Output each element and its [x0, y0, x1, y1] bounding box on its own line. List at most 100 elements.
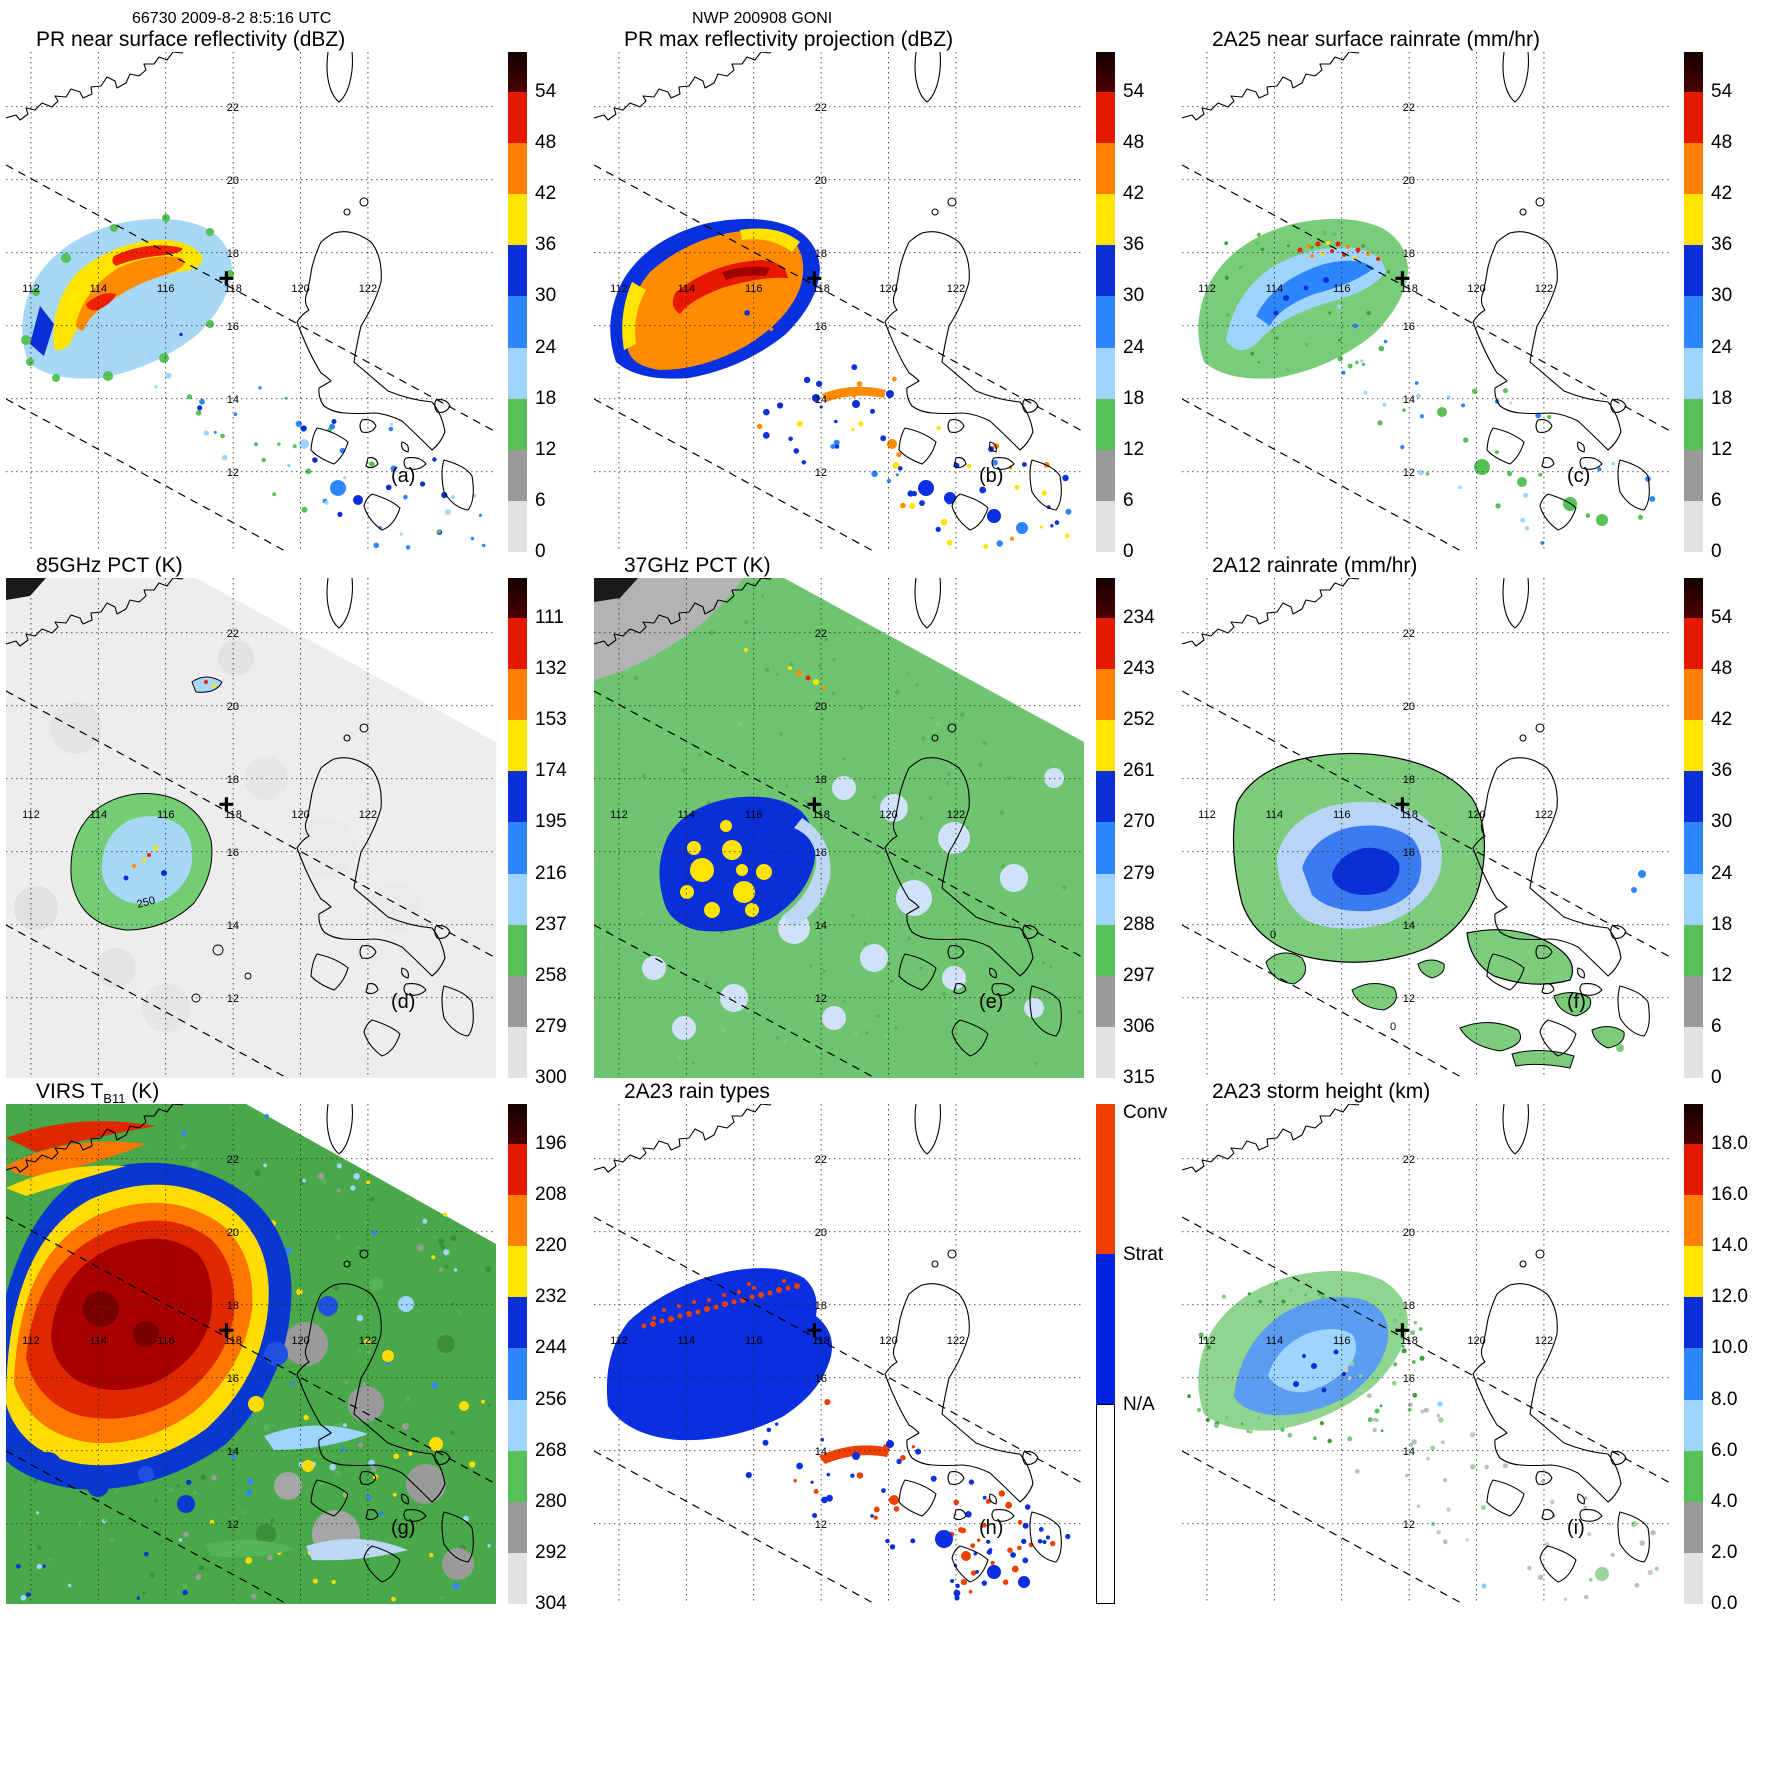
- colorbar-tick: 24: [1711, 336, 1733, 358]
- colorbar-tick: 6.0: [1711, 1439, 1738, 1461]
- colorbar-tick: 42: [1123, 183, 1145, 205]
- swath-data: [1187, 1270, 1659, 1601]
- center-marker: [219, 271, 234, 286]
- gridlines: [6, 1104, 496, 1604]
- coastline: [6, 578, 474, 1057]
- svg-text:16: 16: [1403, 847, 1415, 859]
- coastline: [1182, 52, 1650, 531]
- svg-text:116: 116: [157, 1335, 175, 1347]
- svg-text:116: 116: [157, 809, 175, 821]
- svg-text:112: 112: [1198, 809, 1216, 821]
- colorbar-tick: 0: [1711, 1067, 1722, 1088]
- svg-text:16: 16: [1403, 321, 1415, 333]
- map-g: 112 114 116 118 120 122 22 20 18 16 14 12 (g): [6, 1104, 496, 1604]
- colorbar-c: 54 48 42 36 30 24 18 12 6 0: [1684, 52, 1770, 562]
- colorbar-tick: 4.0: [1711, 1490, 1738, 1512]
- center-marker: [219, 1323, 234, 1338]
- center-marker: [219, 797, 234, 812]
- colorbar-gradient: [1684, 1104, 1703, 1604]
- colorbar-gradient: [1096, 578, 1115, 1078]
- svg-text:18: 18: [815, 1300, 827, 1312]
- svg-text:14: 14: [1403, 920, 1415, 932]
- map-h: 112 114 116 118 120 122 22 20 18 16 14 12 (h): [594, 1104, 1084, 1604]
- center-marker: [807, 797, 822, 812]
- svg-text:120: 120: [879, 809, 897, 821]
- gridlines: [1182, 52, 1672, 552]
- panel-letter: (d): [391, 991, 415, 1013]
- svg-text:12: 12: [1403, 993, 1415, 1005]
- colorbar-tick: 6: [1123, 489, 1134, 511]
- coastline: [6, 1104, 474, 1583]
- storm-name-label: NWP 200908 GONI: [692, 10, 833, 27]
- panel-title-c: 2A25 near surface rainrate (mm/hr): [1212, 28, 1540, 51]
- colorbar-tick: 300: [535, 1067, 567, 1088]
- panel-d: 85GHz PCT (K) 112 114 116 118 120 122 22 20 18 16 1…: [6, 552, 594, 1088]
- colorbar-tick: 2.0: [1711, 1541, 1738, 1563]
- colorbar-tick: 24: [1123, 336, 1145, 358]
- svg-text:112: 112: [22, 809, 40, 821]
- grid-labels: 112 114 116 118 120 122 22 20 18 16 14 12: [610, 628, 965, 1005]
- svg-text:122: 122: [1535, 283, 1553, 295]
- colorbar-tick: 174: [535, 760, 567, 782]
- svg-text:114: 114: [90, 1335, 108, 1347]
- svg-text:116: 116: [157, 283, 175, 295]
- colorbar-tick: 48: [1711, 132, 1733, 154]
- colorbar-tick: 208: [535, 1184, 567, 1206]
- svg-text:20: 20: [815, 175, 827, 187]
- panel-letter: (e): [979, 991, 1003, 1013]
- svg-text:116: 116: [745, 809, 763, 821]
- colorbar-tick: 12: [1711, 964, 1733, 986]
- map-b: 112 114 116 118 120 122 22 20 18 16 14 12 (b): [594, 52, 1084, 552]
- svg-text:18: 18: [815, 774, 827, 786]
- svg-text:122: 122: [947, 283, 965, 295]
- contour-label: 250: [136, 895, 157, 911]
- colorbar-tick: 48: [535, 132, 557, 154]
- panel-title-h: 2A23 rain types: [624, 1080, 770, 1103]
- svg-text:118: 118: [812, 1335, 830, 1347]
- gridlines: [594, 578, 1084, 1078]
- colorbar-tick: 297: [1123, 964, 1155, 986]
- colorbar-tick: 42: [1711, 183, 1733, 205]
- colorbar-tick: 10.0: [1711, 1337, 1748, 1359]
- map-i: 112 114 116 118 120 122 22 20 18 16 14 12 (i): [1182, 1104, 1672, 1604]
- svg-text:22: 22: [815, 628, 827, 640]
- colorbar-category-label: Strat: [1123, 1244, 1164, 1265]
- colorbar-tick: 234: [1123, 607, 1155, 628]
- colorbar-tick: 304: [535, 1593, 567, 1614]
- colorbar-tick: 18: [1123, 387, 1145, 409]
- panel-title-i: 2A23 storm height (km): [1212, 1080, 1431, 1103]
- svg-text:114: 114: [1266, 1335, 1284, 1347]
- svg-text:20: 20: [1403, 701, 1415, 713]
- colorbar-tick: 54: [535, 81, 557, 102]
- svg-text:116: 116: [1333, 1335, 1351, 1347]
- grid-labels: 112 114 116 118 120 122 22 20 18 16 14 12: [22, 628, 377, 1005]
- colorbar-tick: 54: [1123, 81, 1145, 102]
- colorbar-tick: 216: [535, 862, 567, 884]
- colorbar-tick: 280: [535, 1490, 567, 1512]
- svg-text:122: 122: [947, 809, 965, 821]
- swath-boundary: [594, 164, 1084, 552]
- svg-text:118: 118: [812, 283, 830, 295]
- svg-text:14: 14: [815, 394, 827, 406]
- swath-data: [610, 218, 1072, 550]
- colorbar-tick: 270: [1123, 811, 1155, 833]
- panel-title-f: 2A12 rainrate (mm/hr): [1212, 554, 1418, 577]
- svg-text:112: 112: [610, 283, 628, 295]
- swath-boundary: [1182, 164, 1672, 552]
- svg-text:12: 12: [227, 993, 239, 1005]
- svg-text:16: 16: [227, 847, 239, 859]
- svg-text:18: 18: [1403, 774, 1415, 786]
- swath-data: [6, 578, 496, 1078]
- grid-labels: 112 114 116 118 120 122 22 20 18 16 14 12: [1198, 102, 1553, 479]
- svg-text:122: 122: [359, 809, 377, 821]
- svg-text:12: 12: [1403, 1519, 1415, 1531]
- svg-text:122: 122: [359, 1335, 377, 1347]
- colorbar-tick: 261: [1123, 760, 1155, 782]
- colorbar-tick: 18: [1711, 913, 1733, 935]
- map-d: 112 114 116 118 120 122 22 20 18 16 14 12 250 (d): [6, 578, 496, 1078]
- panel-a: PR near surface reflectivity (dBZ) 112 114…: [6, 26, 594, 562]
- contour-label: 0: [1390, 1021, 1396, 1033]
- colorbar-tick: 6: [1711, 489, 1722, 511]
- panel-title-d: 85GHz PCT (K): [36, 554, 183, 577]
